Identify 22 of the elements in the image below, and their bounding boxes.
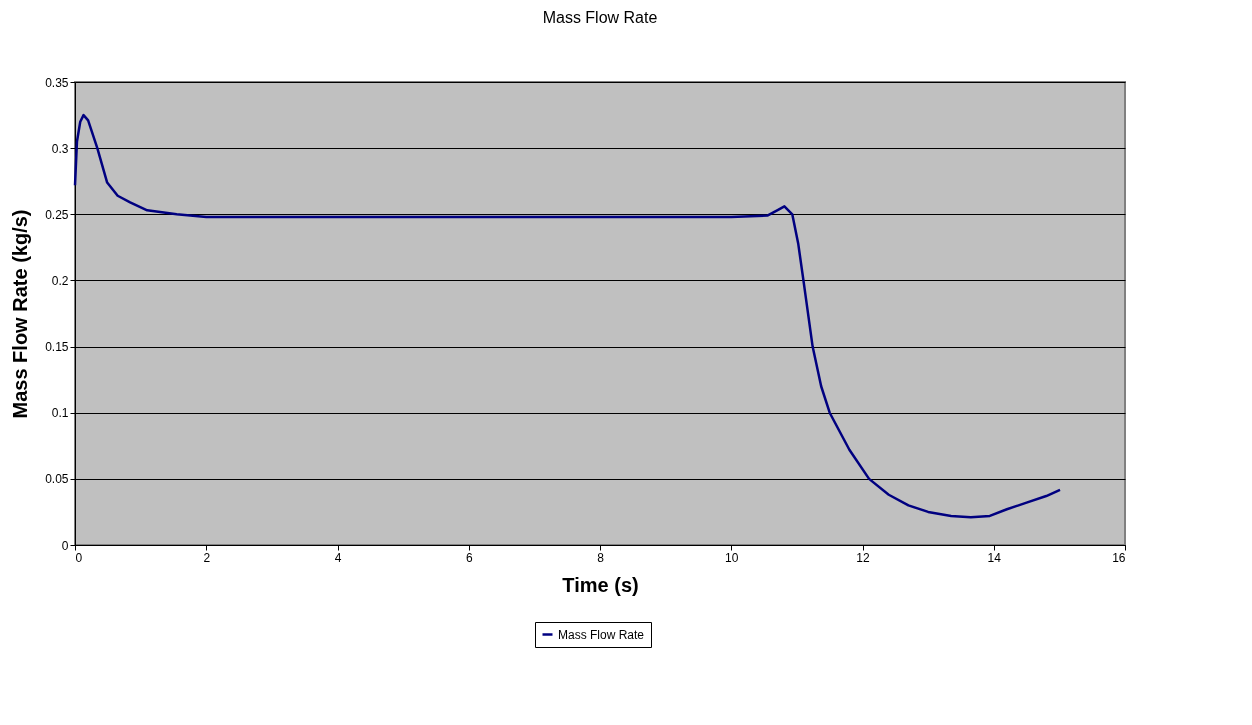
chart-title: Mass Flow Rate (542, 9, 658, 26)
x-tick-label: 0 (75, 550, 83, 565)
x-axis-title: Time (s) (562, 573, 639, 596)
x-tick-label: 12 (856, 550, 870, 565)
y-tick-label: 0.2 (51, 273, 69, 288)
x-tick-label: 14 (987, 550, 1002, 565)
y-tick-label: 0.3 (51, 141, 69, 156)
y-tick-label: 0.35 (45, 75, 69, 90)
x-tick-label: 8 (597, 550, 605, 565)
line-series (73, 113, 1062, 519)
x-tick-label: 4 (334, 550, 342, 565)
y-tick-label: 0.25 (45, 207, 69, 222)
legend-label: Mass Flow Rate (558, 627, 645, 642)
x-tick-label: 16 (1112, 550, 1126, 565)
x-tick-label: 6 (465, 550, 473, 565)
x-tick-label: 10 (725, 550, 739, 565)
y-tick-label: 0.05 (45, 472, 69, 487)
y-tick-label: 0 (61, 538, 69, 553)
y-axis-title: Mass Flow Rate (kg/s) (9, 209, 32, 419)
y-tick-label: 0.15 (45, 340, 69, 355)
y-tick-label: 0.1 (51, 406, 69, 421)
x-tick-label: 2 (203, 550, 211, 565)
